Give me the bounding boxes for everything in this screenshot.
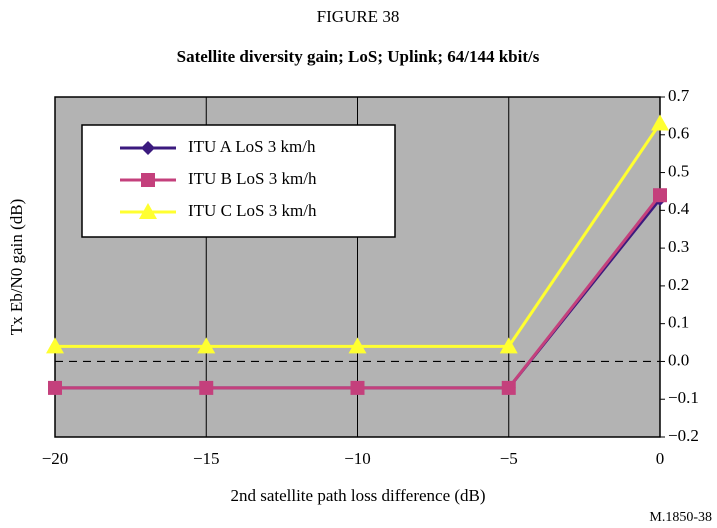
footnote: M.1850-38 bbox=[649, 510, 712, 525]
marker bbox=[199, 380, 214, 395]
marker bbox=[350, 380, 365, 395]
legend-label: ITU C LoS 3 km/h bbox=[188, 201, 317, 220]
x-tick-label: −5 bbox=[500, 449, 518, 468]
y-tick-label: −0.2 bbox=[668, 426, 699, 445]
marker bbox=[48, 380, 62, 395]
marker bbox=[499, 337, 518, 354]
x-axis-label: 2nd satellite path loss difference (dB) bbox=[230, 486, 485, 505]
y-tick-label: 0.4 bbox=[668, 199, 690, 218]
marker bbox=[197, 337, 216, 354]
marker bbox=[348, 337, 367, 354]
legend-label: ITU A LoS 3 km/h bbox=[188, 137, 316, 156]
y-tick-label: 0.5 bbox=[668, 161, 689, 180]
y-tick-label: 0.7 bbox=[668, 86, 690, 105]
y-tick-label: 0.0 bbox=[668, 350, 689, 369]
marker bbox=[501, 380, 516, 395]
y-tick-label: 0.1 bbox=[668, 313, 689, 332]
y-tick-label: 0.3 bbox=[668, 237, 689, 256]
y-tick-label: 0.6 bbox=[668, 124, 689, 143]
figure-label: FIGURE 38 bbox=[317, 7, 400, 26]
marker bbox=[46, 337, 64, 354]
x-tick-label: −15 bbox=[193, 449, 220, 468]
marker bbox=[141, 141, 155, 155]
marker bbox=[651, 114, 669, 131]
x-tick-label: 0 bbox=[656, 449, 665, 468]
y-tick-label: −0.1 bbox=[668, 388, 699, 407]
marker bbox=[653, 188, 667, 203]
y-axis-label: Tx Eb/N0 gain (dB) bbox=[7, 199, 26, 335]
y-tick-label: 0.2 bbox=[668, 275, 689, 294]
x-tick-label: −20 bbox=[42, 449, 69, 468]
marker bbox=[139, 203, 157, 219]
x-tick-label: −10 bbox=[344, 449, 371, 468]
marker bbox=[141, 173, 155, 187]
legend-label: ITU B LoS 3 km/h bbox=[188, 169, 317, 188]
chart-title: Satellite diversity gain; LoS; Uplink; 6… bbox=[177, 47, 540, 66]
